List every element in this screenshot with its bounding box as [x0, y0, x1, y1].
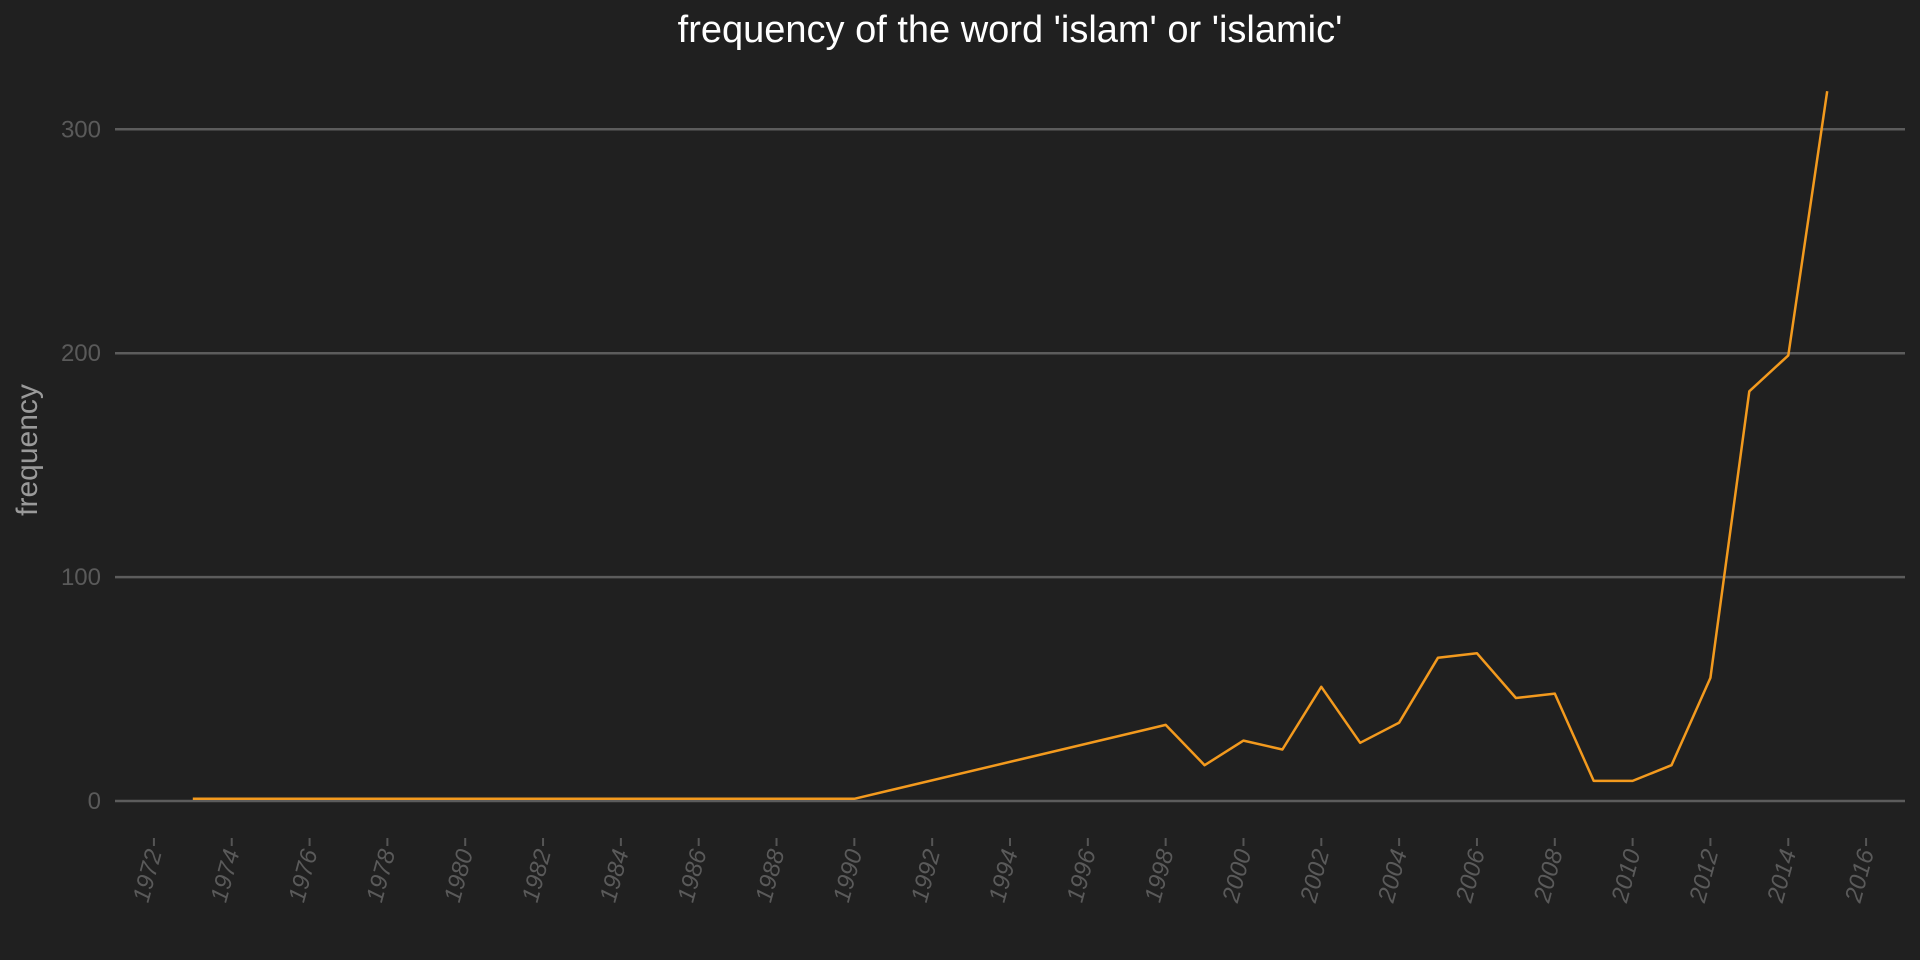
series-layer — [192, 91, 1829, 801]
gridlines — [115, 128, 1905, 803]
y-tick-label-0: 0 — [88, 788, 101, 815]
y-tick-label-300: 300 — [61, 116, 101, 143]
chart-title: frequency of the word 'islam' or 'islami… — [678, 9, 1343, 51]
y-axis-ticks: 0 100 200 300 — [61, 116, 101, 815]
y-tick-label-100: 100 — [61, 564, 101, 591]
series-line-0 — [192, 91, 1829, 801]
y-tick-label-200: 200 — [61, 340, 101, 367]
y-axis-label: frequency — [11, 384, 44, 516]
